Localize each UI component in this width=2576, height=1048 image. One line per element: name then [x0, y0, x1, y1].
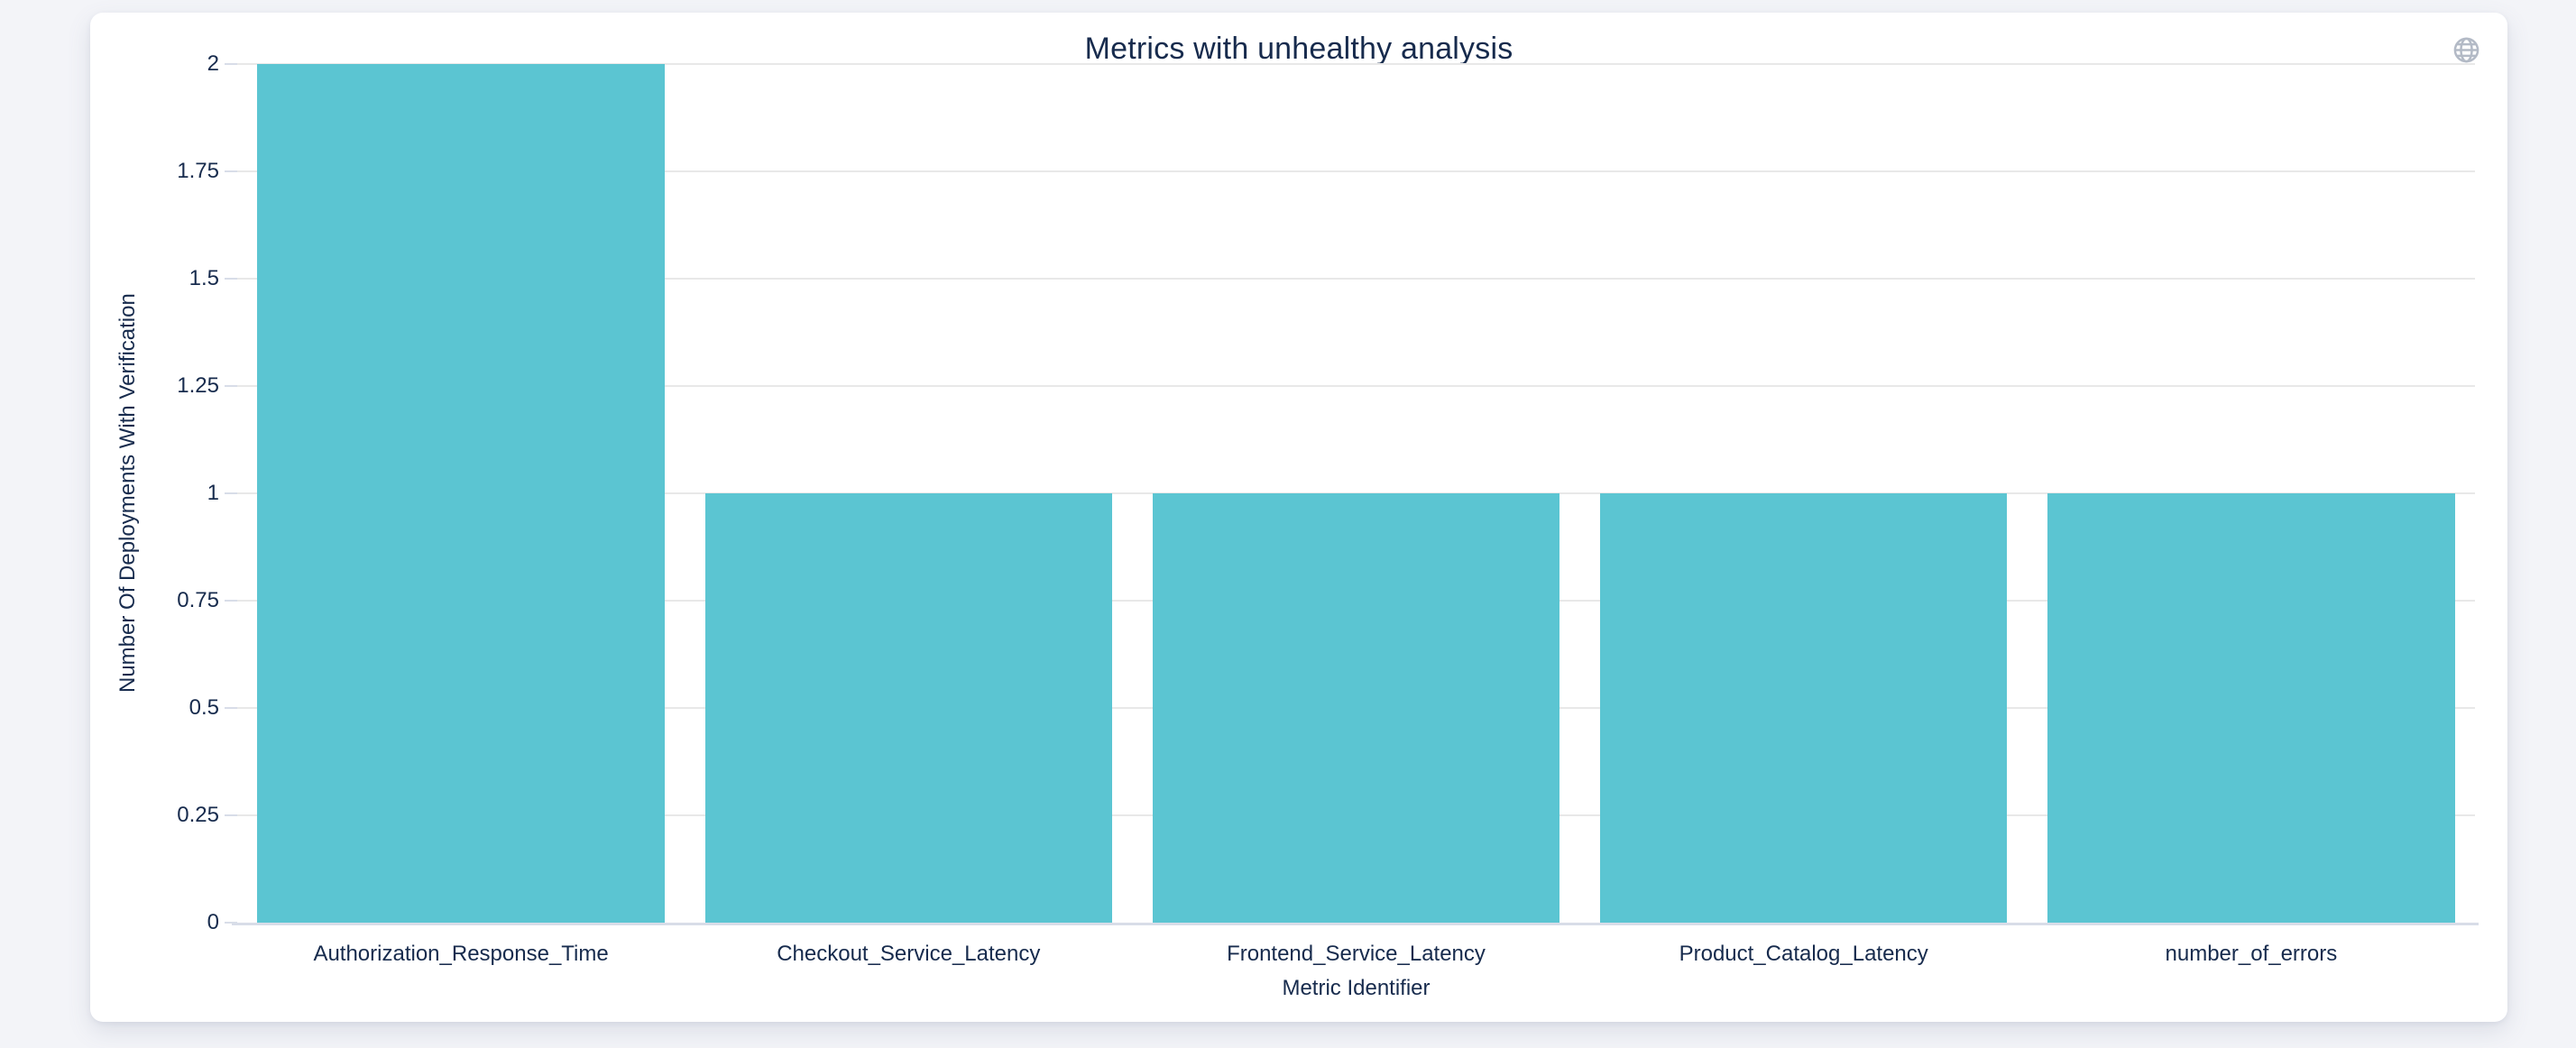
- bar-Frontend_Service_Latency[interactable]: [1152, 493, 1560, 923]
- gridline: [237, 63, 2475, 65]
- y-tick-label: 0.5: [189, 695, 219, 720]
- y-axis-tick: [225, 922, 237, 924]
- x-axis-title: Metric Identifier: [1282, 976, 1431, 1000]
- bar-number_of_errors[interactable]: [2047, 493, 2455, 923]
- gridline: [237, 278, 2475, 280]
- y-tick-label: 1.75: [177, 159, 219, 183]
- gridline: [237, 170, 2475, 172]
- bar-Checkout_Service_Latency[interactable]: [704, 493, 1113, 923]
- x-tick-label: Checkout_Service_Latency: [777, 942, 1041, 966]
- globe-icon[interactable]: [2452, 36, 2480, 64]
- y-axis-tick: [225, 63, 237, 65]
- chart-card: Metrics with unhealthy analysis Number O…: [90, 13, 2507, 1022]
- y-tick-label: 1.25: [177, 373, 219, 398]
- y-tick-label: 0.25: [177, 803, 219, 827]
- y-axis-tick: [225, 278, 237, 280]
- y-tick-label: 1.5: [189, 266, 219, 290]
- y-tick-label: 2: [207, 51, 219, 76]
- y-axis-tick: [225, 814, 237, 816]
- y-axis-tick: [225, 170, 237, 172]
- y-axis-tick: [225, 492, 237, 494]
- x-axis-line: [232, 923, 2479, 925]
- plot-area: 0 0.25 0.5 0.75 1 1.25 1.5 1.75 2 Authorization_R…: [177, 51, 2479, 1000]
- x-tick-label: Product_Catalog_Latency: [1679, 942, 1928, 966]
- y-axis-tick: [225, 385, 237, 387]
- bar-Product_Catalog_Latency[interactable]: [1599, 493, 2008, 923]
- y-axis-tick: [225, 707, 237, 709]
- x-tick-label: Frontend_Service_Latency: [1227, 942, 1486, 966]
- y-axis-tick: [225, 600, 237, 602]
- y-tick-label: 0: [207, 910, 219, 934]
- x-tick-label: Authorization_Response_Time: [313, 942, 609, 966]
- gridline: [237, 385, 2475, 387]
- y-tick-label: 0.75: [177, 588, 219, 612]
- bar-Authorization_Response_Time[interactable]: [257, 64, 665, 923]
- x-tick-label: number_of_errors: [2165, 942, 2338, 966]
- chart-title: Metrics with unhealthy analysis: [1084, 32, 1513, 66]
- y-tick-label: 1: [207, 481, 219, 505]
